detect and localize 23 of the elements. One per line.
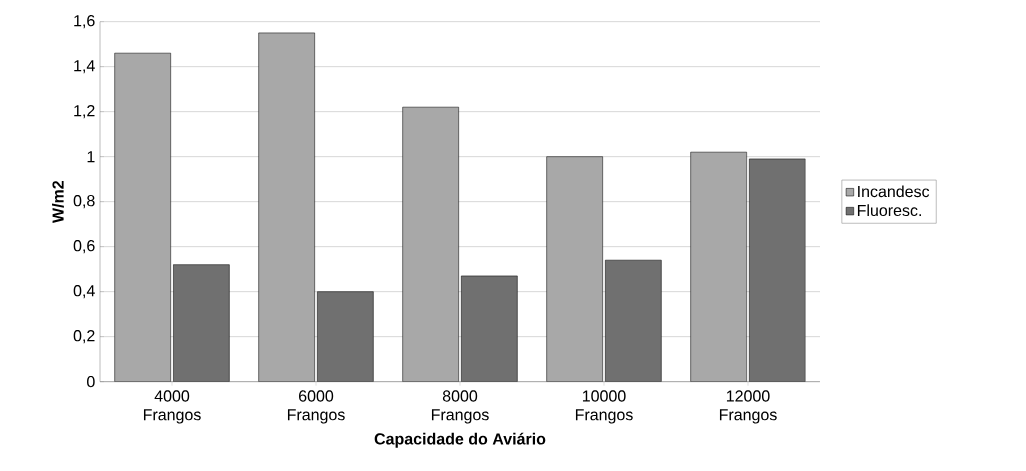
- y-tick-label: 1,4: [74, 60, 95, 74]
- y-tick-label: 0,4: [73, 285, 95, 299]
- bar: [605, 259, 662, 382]
- y-tick-label: 0,6: [73, 240, 95, 254]
- legend-label: Incandesc: [858, 185, 930, 198]
- y-axis-title: W/m2: [52, 180, 64, 223]
- bar: [173, 264, 230, 382]
- y-tick-label: 0: [87, 376, 95, 388]
- x-tick-label: 6000 Frangos: [287, 390, 345, 424]
- bar: [317, 291, 374, 382]
- x-tick-label: 10000 Frangos: [575, 390, 633, 424]
- legend-label: Fluoresc.: [857, 204, 921, 217]
- x-axis-title: Capacidade do Aviário: [374, 432, 546, 448]
- y-tick-label: 0,8: [73, 195, 95, 209]
- x-tick-label: 4000 Frangos: [143, 390, 201, 424]
- bar: [749, 158, 806, 382]
- y-tick-label: 1,2: [74, 105, 95, 119]
- bar: [461, 275, 518, 382]
- y-tick-label: 0,2: [73, 330, 95, 344]
- x-tick-label: 8000 Frangos: [431, 390, 489, 424]
- y-tick-label: 1: [87, 151, 95, 163]
- y-tick-label: 1,6: [74, 15, 95, 29]
- x-tick-label: 12000 Frangos: [719, 390, 777, 424]
